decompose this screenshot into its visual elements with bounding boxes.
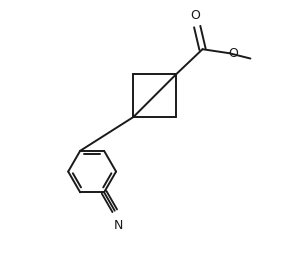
Text: O: O	[190, 10, 200, 22]
Text: O: O	[228, 47, 238, 60]
Text: N: N	[114, 219, 123, 232]
